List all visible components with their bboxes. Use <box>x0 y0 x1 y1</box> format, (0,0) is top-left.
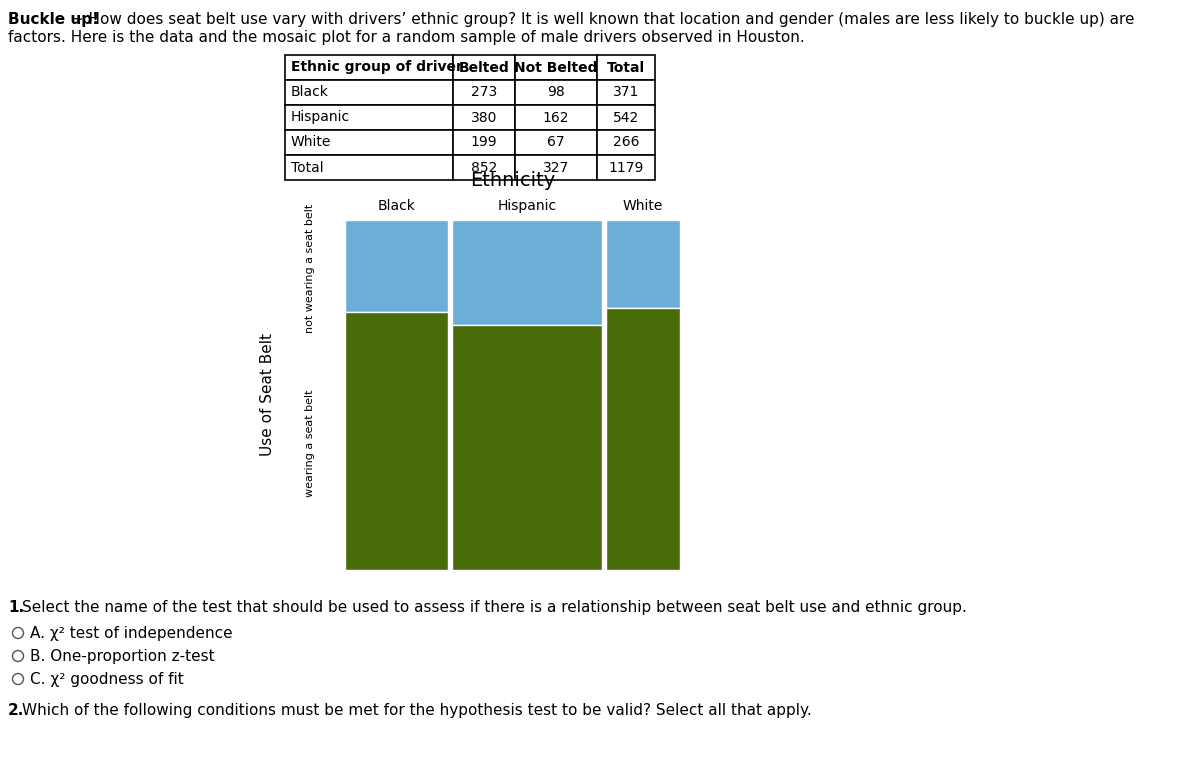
Bar <box>454 155 515 180</box>
Bar <box>346 220 448 312</box>
Bar <box>286 130 454 155</box>
Circle shape <box>12 628 24 639</box>
Text: 199: 199 <box>470 135 497 149</box>
Text: Ethnicity: Ethnicity <box>470 171 556 190</box>
Text: 542: 542 <box>613 110 640 124</box>
Text: ~ How does seat belt use vary with drivers’ ethnic group? It is well known that : ~ How does seat belt use vary with drive… <box>66 12 1134 27</box>
Bar <box>515 130 598 155</box>
Text: 2.: 2. <box>8 703 24 718</box>
Text: 371: 371 <box>613 85 640 99</box>
Bar <box>286 80 454 105</box>
Text: Black: Black <box>292 85 329 99</box>
Text: White: White <box>623 199 664 213</box>
Text: Hispanic: Hispanic <box>292 110 350 124</box>
Text: Which of the following conditions must be met for the hypothesis test to be vali: Which of the following conditions must b… <box>22 703 811 718</box>
Text: White: White <box>292 135 331 149</box>
Text: 1.: 1. <box>8 600 24 615</box>
Bar <box>454 105 515 130</box>
Circle shape <box>12 650 24 661</box>
Text: Ethnic group of driver: Ethnic group of driver <box>292 61 463 75</box>
Bar <box>598 80 655 105</box>
Text: Belted: Belted <box>458 61 509 75</box>
Bar <box>452 220 602 325</box>
Text: 266: 266 <box>613 135 640 149</box>
Text: Total: Total <box>292 161 324 175</box>
Bar <box>286 155 454 180</box>
Bar <box>454 80 515 105</box>
Text: Select the name of the test that should be used to assess if there is a relation: Select the name of the test that should … <box>22 600 967 615</box>
Text: Not Belted: Not Belted <box>515 61 598 75</box>
Bar <box>598 55 655 80</box>
Bar <box>286 55 454 80</box>
Text: Use of Seat Belt: Use of Seat Belt <box>260 333 276 457</box>
Bar <box>606 308 680 570</box>
Bar <box>515 105 598 130</box>
Text: C. χ² goodness of fit: C. χ² goodness of fit <box>30 672 184 687</box>
Bar <box>515 155 598 180</box>
Text: Hispanic: Hispanic <box>498 199 557 213</box>
Bar <box>454 130 515 155</box>
Circle shape <box>12 674 24 685</box>
Text: not wearing a seat belt: not wearing a seat belt <box>305 204 314 333</box>
Bar <box>346 312 448 570</box>
Text: A. χ² test of independence: A. χ² test of independence <box>30 626 233 641</box>
Text: 852: 852 <box>470 161 497 175</box>
Text: B. One-proportion z-test: B. One-proportion z-test <box>30 649 215 664</box>
Text: 273: 273 <box>470 85 497 99</box>
Bar <box>598 105 655 130</box>
Text: 67: 67 <box>547 135 565 149</box>
Bar <box>515 55 598 80</box>
Text: 162: 162 <box>542 110 569 124</box>
Text: Black: Black <box>378 199 415 213</box>
Bar <box>452 325 602 570</box>
Text: 380: 380 <box>470 110 497 124</box>
Text: wearing a seat belt: wearing a seat belt <box>305 390 314 497</box>
Text: Buckle up!: Buckle up! <box>8 12 98 27</box>
Bar <box>606 220 680 308</box>
Text: 98: 98 <box>547 85 565 99</box>
Text: 1179: 1179 <box>608 161 643 175</box>
Bar <box>515 80 598 105</box>
Text: 327: 327 <box>542 161 569 175</box>
Text: Total: Total <box>607 61 646 75</box>
Bar <box>598 130 655 155</box>
Bar <box>286 105 454 130</box>
Bar <box>598 155 655 180</box>
Bar <box>454 55 515 80</box>
Text: factors. Here is the data and the mosaic plot for a random sample of male driver: factors. Here is the data and the mosaic… <box>8 30 805 45</box>
